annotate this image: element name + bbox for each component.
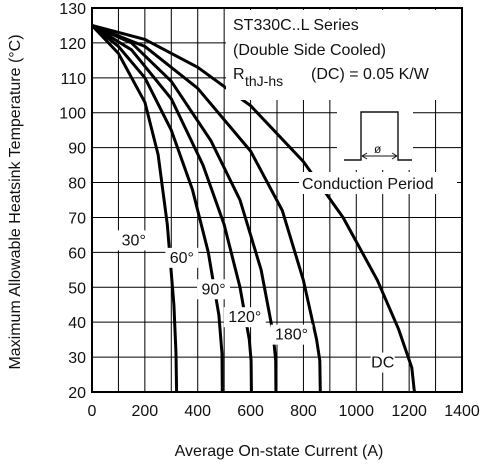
y-tick-label: 60: [68, 245, 86, 262]
cooling-text: (Double Side Cooled): [233, 42, 386, 59]
series-line-2: [91, 24, 253, 393]
series-label-background: [370, 352, 395, 373]
annotation-background: [226, 10, 470, 100]
conduction-label-background: [299, 172, 457, 194]
tick-labels-layer: 0 200 400 600 800 1000 1200 1400 20 30 40 50 60 70 80 9…: [59, 1, 480, 420]
x-axis-label: Average On-state Current (A): [175, 443, 384, 460]
y-tick-label: 130: [59, 1, 86, 18]
y-tick-label: 90: [68, 141, 86, 158]
x-tick-label: 600: [237, 403, 264, 420]
phi-symbol: ø: [374, 142, 382, 156]
resistance-value: (DC) = 0.05 K/W: [311, 66, 430, 83]
series-label-4: 180°: [275, 327, 308, 344]
series-label-3: 120°: [228, 309, 261, 326]
series-label-5: DC: [371, 355, 394, 372]
series-label-2: 90°: [201, 281, 225, 298]
series-labels-layer: 30° 60° 90°120° 180° DC: [117, 230, 395, 373]
series-label-background: [165, 247, 199, 268]
x-tick-label: 200: [132, 403, 159, 420]
series-line-4: [91, 24, 322, 393]
series-line-1: [91, 24, 224, 393]
y-tick-label: 80: [68, 176, 86, 193]
series-line-0: [90, 24, 179, 393]
series-label-background: [117, 230, 151, 251]
y-tick-label: 70: [68, 210, 86, 227]
x-tick-label: 1400: [444, 403, 480, 420]
series-label-background: [223, 307, 266, 328]
conduction-pulse: [344, 111, 412, 161]
series-title-text: ST330C..L Series: [233, 17, 359, 34]
plot-frame: [91, 7, 463, 393]
y-tick-label: 40: [68, 315, 86, 332]
conduction-period-label: Conduction Period: [302, 176, 434, 193]
y-tick-label: 20: [68, 385, 86, 402]
resistance-symbol: R: [233, 66, 245, 83]
y-tick-label: 30: [68, 350, 86, 367]
phi-dimension-arrow: [361, 152, 398, 160]
x-tick-label: 1000: [338, 403, 374, 420]
y-tick-label: 120: [59, 36, 86, 53]
series-line-3: [91, 24, 278, 393]
y-tick-label: 50: [68, 280, 86, 297]
x-tick-label: 0: [88, 403, 97, 420]
annotation-block: ST330C..L Series (Double Side Cooled) R …: [226, 10, 470, 194]
series-label-0: 30°: [122, 232, 146, 249]
series-label-background: [197, 279, 231, 300]
x-tick-label: 1200: [391, 403, 427, 420]
y-tick-label: 110: [60, 71, 86, 88]
y-axis-label: Maximum Allowable Heatsink Temperature (…: [7, 34, 24, 369]
series-label-1: 60°: [170, 250, 194, 267]
series-label-background: [270, 324, 313, 345]
x-tick-label: 400: [184, 403, 211, 420]
y-tick-label: 100: [59, 106, 86, 123]
resistance-subscript: thJ-hs: [245, 73, 283, 89]
x-tick-label: 800: [290, 403, 317, 420]
